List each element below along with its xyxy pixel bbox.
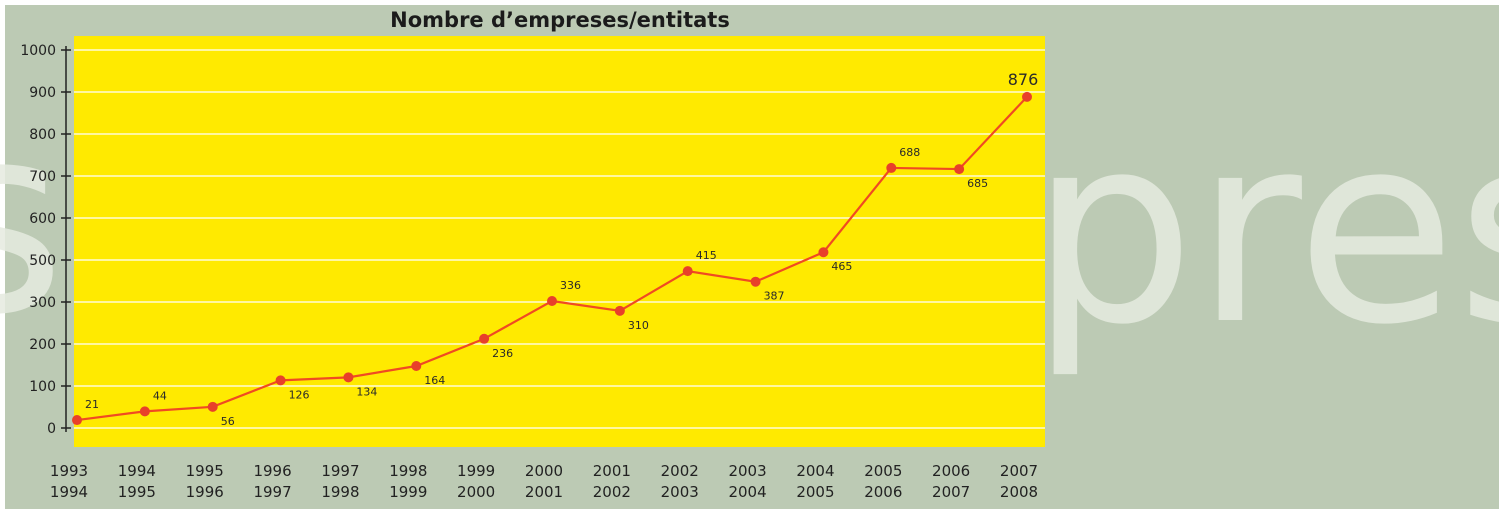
data-point	[72, 415, 82, 426]
x-tick-label: 1993 1994	[50, 462, 88, 501]
y-tick-label: 200	[29, 337, 56, 353]
y-tick-label: 700	[29, 169, 56, 185]
x-tick-label: 2004 2005	[796, 462, 834, 501]
data-label: 56	[221, 415, 235, 428]
data-point	[614, 305, 625, 316]
data-label: 236	[492, 347, 513, 360]
x-tick-label: 1996 1997	[253, 462, 291, 501]
data-label: 685	[967, 177, 988, 190]
x-tick-label: 1997 1998	[321, 462, 359, 501]
y-axis: 0 100 200 300 500 600 700 800 900 1000	[20, 43, 71, 437]
x-tick-label: 2001 2002	[593, 462, 631, 501]
y-tick-label: 600	[29, 211, 56, 227]
data-label: 465	[831, 260, 852, 273]
x-tick-label: 1995 1996	[186, 462, 224, 501]
x-tick-label: 2006 2007	[932, 462, 970, 501]
y-tick-label: 500	[29, 253, 56, 269]
data-label: 688	[899, 146, 920, 159]
chart-title: Nombre d’empreses/entitats	[390, 8, 730, 32]
data-point	[547, 295, 557, 306]
data-point	[343, 372, 354, 383]
x-tick-label: 1999 2000	[457, 462, 495, 501]
data-label: 387	[764, 290, 785, 303]
data-label: 336	[560, 279, 581, 292]
data-point	[818, 247, 829, 258]
x-tick-label: 2007 2008	[1000, 462, 1038, 501]
x-tick-label: 2003 2004	[728, 462, 766, 501]
data-point	[275, 375, 286, 386]
data-point	[886, 162, 897, 173]
data-point	[479, 333, 490, 344]
data-point	[750, 276, 761, 287]
data-labels: 21 44 56 126 134 164 236 336 310 415 387 465 688 685 8…	[85, 70, 1038, 428]
data-point	[207, 401, 218, 412]
data-label: 164	[424, 374, 445, 387]
y-tick-label: 800	[29, 127, 56, 143]
data-label: 134	[356, 385, 377, 398]
y-tick-label: 0	[47, 421, 56, 437]
y-tick-label: 300	[29, 295, 56, 311]
watermark-left-fragment: s	[0, 70, 65, 372]
watermark-text: presa	[1030, 80, 1499, 382]
data-point	[411, 361, 422, 372]
data-label: 310	[628, 319, 649, 332]
x-axis: 1993 1994 1994 1995 1995 1996 1996 1997 1997 1998…	[50, 462, 1038, 501]
x-tick-label: 2002 2003	[661, 462, 699, 501]
data-label: 126	[289, 388, 310, 401]
series-line	[72, 91, 1032, 426]
data-point	[139, 406, 150, 417]
data-label: 21	[85, 398, 99, 411]
data-point	[682, 266, 693, 277]
x-tick-label: 1998 1999	[389, 462, 427, 501]
data-point	[954, 164, 965, 175]
data-label: 44	[153, 389, 167, 402]
x-tick-label: 2005 2006	[864, 462, 902, 501]
data-label: 876	[1008, 70, 1039, 89]
y-tick-label: 100	[29, 379, 56, 395]
x-tick-label: 2000 2001	[525, 462, 563, 501]
data-label: 415	[696, 249, 717, 262]
plot-area	[74, 36, 1045, 447]
x-tick-label: 1994 1995	[118, 462, 156, 501]
data-point	[1022, 91, 1032, 102]
y-tick-label: 900	[29, 85, 56, 101]
y-tick-label: 1000	[20, 43, 56, 59]
